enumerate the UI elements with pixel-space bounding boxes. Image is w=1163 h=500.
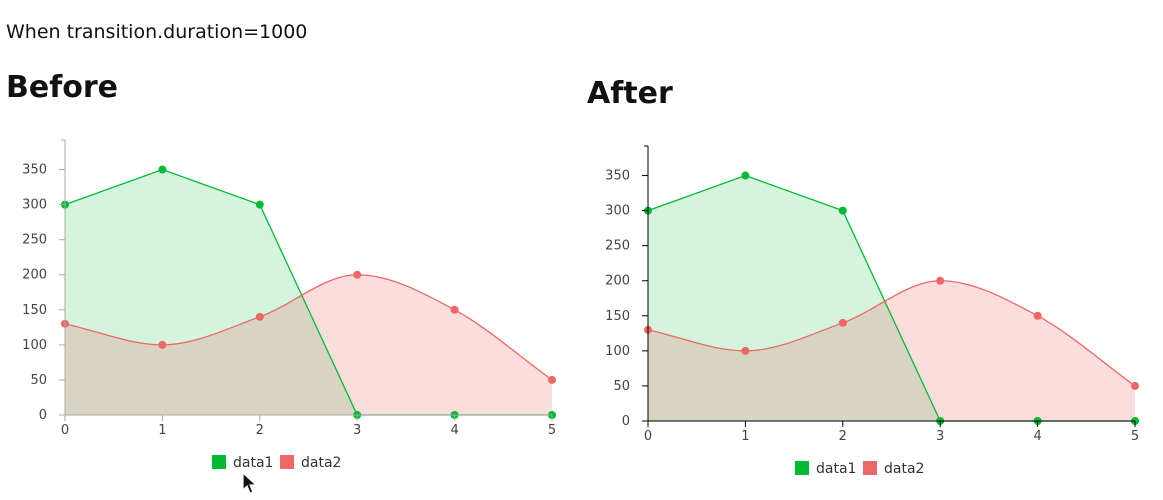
legend-item-data2[interactable]: data2: [280, 455, 341, 471]
after-chart-svg: 0 50 100 150 200 250 300 350 0 1 2 3 4 5 data1 data2: [605, 145, 1139, 477]
legend-label-data1: data1: [816, 461, 856, 477]
legend-label-data2: data2: [301, 455, 341, 471]
legend-swatch-data2: [280, 455, 294, 469]
legend-label-data2: data2: [884, 461, 924, 477]
data2-point[interactable]: [158, 340, 167, 349]
legend-item-data2[interactable]: data2: [863, 461, 924, 477]
data2-point[interactable]: [838, 318, 847, 327]
x-tick-label: 5: [548, 423, 556, 438]
y-tick-label: 250: [22, 233, 47, 248]
y-tick-label: 350: [605, 169, 630, 184]
x-tick-label: 0: [644, 429, 652, 444]
data2-line: [64, 274, 553, 381]
before-title: Before: [6, 70, 119, 105]
data2-area: [648, 280, 1135, 421]
y-tick-label: 0: [622, 414, 630, 429]
after-legend: data1 data2: [795, 461, 924, 477]
data2-point[interactable]: [936, 276, 945, 285]
x-tick-label: 2: [839, 429, 847, 444]
legend-label-data1: data1: [233, 455, 273, 471]
legend-swatch-data2: [863, 461, 877, 475]
data1-area: [648, 175, 1135, 421]
page-subtitle: When transition.duration=1000: [6, 21, 308, 43]
x-tick-label: 4: [1033, 429, 1041, 444]
y-tick-label: 50: [613, 379, 630, 394]
data1-area: [65, 169, 552, 415]
data2-point[interactable]: [353, 270, 362, 279]
data1-point[interactable]: [255, 200, 264, 209]
legend-item-data1[interactable]: data1: [212, 455, 273, 471]
x-tick-label: 5: [1131, 429, 1139, 444]
y-tick-label: 150: [22, 303, 47, 318]
data1-point[interactable]: [838, 206, 847, 215]
x-tick-label: 4: [450, 423, 458, 438]
y-tick-label: 100: [22, 338, 47, 353]
data2-point[interactable]: [548, 375, 556, 384]
data1-point[interactable]: [158, 165, 167, 174]
x-tick-label: 3: [353, 423, 361, 438]
after-chart: 0 50 100 150 200 250 300 350 0 1 2 3 4 5 data1 data2: [583, 136, 1158, 496]
x-tick-label: 1: [158, 423, 166, 438]
data2-line: [647, 280, 1136, 387]
after-plot-area: [644, 171, 1139, 425]
data2-point[interactable]: [1131, 381, 1139, 390]
before-y-axis: 0 50 100 150 200 250 300 350: [22, 139, 66, 423]
arrow-pointer-icon: [242, 472, 258, 494]
data2-area: [65, 274, 552, 415]
data2-point[interactable]: [255, 312, 264, 321]
y-tick-label: 50: [30, 373, 47, 388]
before-chart: 0 50 100 150 200 250 300 350 0 1 2 3 4 5 data1 data2: [0, 130, 575, 490]
legend-item-data1[interactable]: data1: [795, 461, 856, 477]
legend-swatch-data1: [212, 455, 226, 469]
before-plot-area: [61, 165, 556, 419]
y-tick-label: 300: [22, 198, 47, 213]
x-tick-label: 0: [61, 423, 69, 438]
y-tick-label: 200: [605, 274, 630, 289]
before-legend: data1 data2: [212, 455, 341, 471]
after-title: After: [587, 76, 673, 111]
x-tick-label: 3: [936, 429, 944, 444]
y-tick-label: 150: [605, 309, 630, 324]
y-tick-label: 300: [605, 204, 630, 219]
data2-point[interactable]: [1033, 311, 1042, 320]
y-tick-label: 100: [605, 344, 630, 359]
before-chart-svg: 0 50 100 150 200 250 300 350 0 1 2 3 4 5 data1 data2: [22, 139, 556, 471]
data1-point[interactable]: [741, 171, 750, 180]
data2-point[interactable]: [741, 346, 750, 355]
y-tick-label: 0: [39, 408, 47, 423]
y-tick-label: 250: [605, 239, 630, 254]
x-tick-label: 1: [741, 429, 749, 444]
after-x-axis: 0 1 2 3 4 5: [644, 420, 1139, 444]
y-tick-label: 200: [22, 268, 47, 283]
x-tick-label: 2: [256, 423, 264, 438]
legend-swatch-data1: [795, 461, 809, 475]
y-tick-label: 350: [22, 163, 47, 178]
after-y-axis: 0 50 100 150 200 250 300 350: [605, 145, 649, 429]
before-x-axis: 0 1 2 3 4 5: [61, 414, 556, 438]
data2-point[interactable]: [450, 305, 459, 314]
